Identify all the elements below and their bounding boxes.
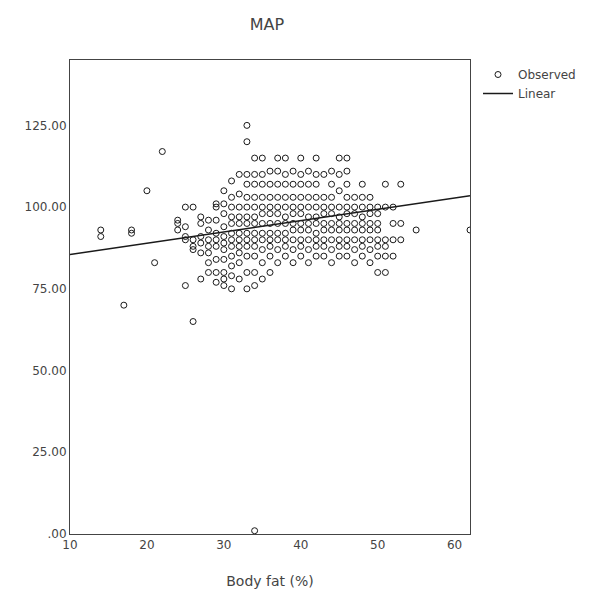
svg-text:25.00: 25.00 — [32, 445, 66, 459]
svg-text:.00: .00 — [48, 527, 67, 541]
svg-text:Observed: Observed — [518, 68, 576, 82]
svg-text:10: 10 — [62, 538, 77, 552]
svg-text:125.00: 125.00 — [25, 119, 67, 133]
svg-text:MAP: MAP — [250, 15, 285, 34]
svg-text:60: 60 — [447, 538, 462, 552]
svg-text:30: 30 — [216, 538, 231, 552]
svg-text:20: 20 — [139, 538, 154, 552]
svg-text:40: 40 — [293, 538, 308, 552]
svg-text:Body fat (%): Body fat (%) — [226, 573, 313, 589]
svg-text:75.00: 75.00 — [32, 282, 66, 296]
svg-text:Linear: Linear — [518, 87, 555, 101]
svg-text:50: 50 — [370, 538, 385, 552]
svg-text:100.00: 100.00 — [25, 200, 67, 214]
svg-text:50.00: 50.00 — [32, 364, 66, 378]
